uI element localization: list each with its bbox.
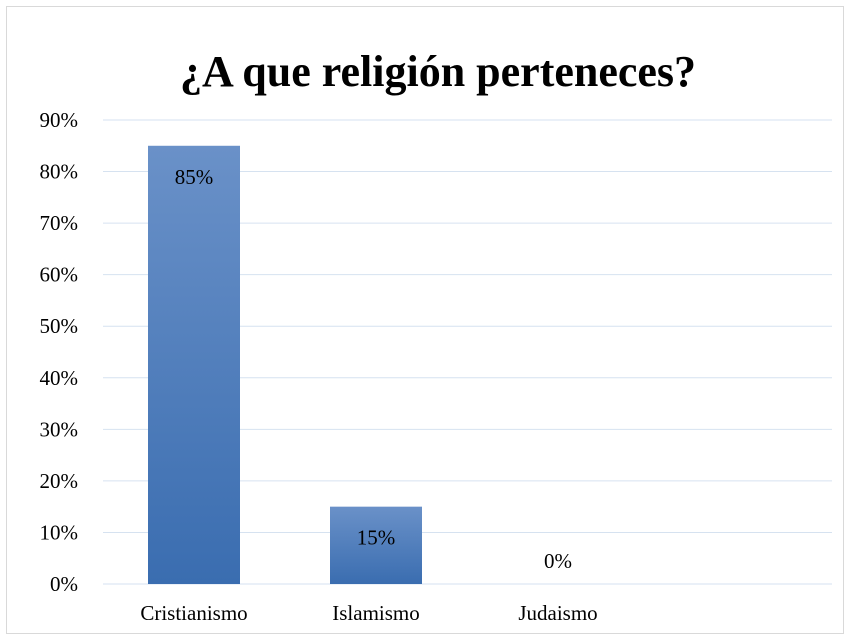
y-tick-label: 90% bbox=[40, 108, 79, 132]
x-tick-label: Cristianismo bbox=[140, 601, 247, 625]
y-tick-label: 40% bbox=[40, 366, 79, 390]
data-labels: 85% 15% 0% bbox=[175, 165, 572, 573]
y-tick-label: 80% bbox=[40, 160, 79, 184]
bar-islamismo bbox=[330, 506, 422, 584]
data-label: 0% bbox=[544, 549, 572, 573]
y-tick-label: 20% bbox=[40, 469, 79, 493]
data-label: 15% bbox=[357, 526, 396, 550]
y-tick-label: 50% bbox=[40, 314, 79, 338]
bar-cristianismo bbox=[148, 145, 240, 584]
bars bbox=[148, 145, 422, 584]
data-label: 85% bbox=[175, 165, 214, 189]
y-tick-label: 10% bbox=[40, 520, 79, 544]
y-tick-label: 60% bbox=[40, 263, 79, 287]
y-tick-label: 0% bbox=[50, 572, 78, 596]
y-tick-label: 70% bbox=[40, 211, 79, 235]
y-tick-label: 30% bbox=[40, 417, 79, 441]
x-tick-label: Judaismo bbox=[518, 601, 597, 625]
chart-frame bbox=[6, 6, 844, 634]
chart-title: ¿A que religión perteneces? bbox=[180, 47, 696, 96]
x-axis-ticks: Cristianismo Islamismo Judaismo bbox=[140, 601, 597, 625]
x-tick-label: Islamismo bbox=[332, 601, 420, 625]
y-axis-ticks: 0% 10% 20% 30% 40% 50% 60% 70% 80% 90% bbox=[40, 108, 79, 596]
